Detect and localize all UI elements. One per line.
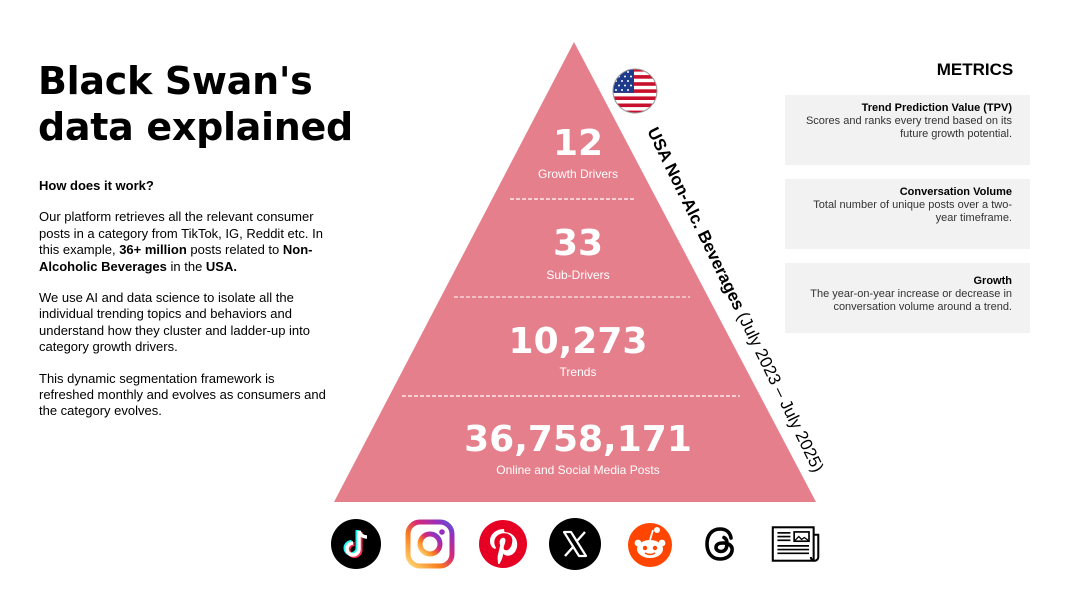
metric-description: The year-on-year increase or decrease in… [810,288,1012,313]
tier-label-sub-drivers: Sub-Drivers [546,268,609,282]
metric-description: Total number of unique posts over a two-… [813,199,1012,224]
reddit-icon [628,523,672,567]
page-title: Black Swan's data explained [38,58,398,150]
threads-icon [705,527,734,561]
metric-title: Trend Prediction Value (TPV) [861,102,1012,114]
tiktok-icon [331,519,381,569]
intro-paragraph-3: This dynamic segmentation framework is r… [39,370,326,419]
metric-description: Scores and ranks every trend based on it… [805,115,1012,140]
p1-text-a: Our platform retrieves all the relevant … [39,209,323,258]
metric-card-growth: Growth The year-on-year increase or decr… [785,263,1030,333]
tier-label-growth-drivers: Growth Drivers [538,167,618,181]
intro-text: How does it work? Our platform retrieves… [39,178,329,435]
p1-text-c: posts related to [186,242,283,258]
p1-bold-category: Non-Alcoholic Beverages [39,242,313,274]
news-icon [771,526,820,562]
intro-paragraph-2: We use AI and data science to isolate al… [39,290,311,355]
tier-label-posts: Online and Social Media Posts [496,463,659,477]
intro-question: How does it work? [39,178,154,193]
instagram-icon [405,519,455,569]
tier-value-trends: 10,273 [509,321,648,362]
data-pyramid: 12 Growth Drivers 33 Sub-Drivers 10,273 … [334,42,816,502]
pyramid-shape [334,42,816,502]
tier-value-posts: 36,758,171 [464,419,692,460]
metric-card-conversation-volume: Conversation Volume Total number of uniq… [785,179,1030,249]
tier-value-growth-drivers: 12 [553,123,603,164]
usa-flag-icon [612,68,658,114]
pinterest-icon [479,520,527,568]
tier-value-sub-drivers: 33 [553,223,603,264]
metric-title: Growth [973,275,1013,287]
title-line-2: data explained [38,105,353,149]
title-line-1: Black Swan's [38,59,313,103]
x-icon [549,518,601,570]
intro-paragraph-1: Our platform retrieves all the relevant … [39,209,329,275]
metric-card-tpv: Trend Prediction Value (TPV) Scores and … [785,95,1030,165]
metric-title: Conversation Volume [899,186,1012,198]
p1-text-e: in the [166,258,206,274]
p1-bold-volume: 36+ million [119,242,187,258]
tier-label-trends: Trends [560,365,597,379]
p1-bold-country: USA. [205,258,237,274]
metrics-heading: METRICS [936,60,1014,79]
